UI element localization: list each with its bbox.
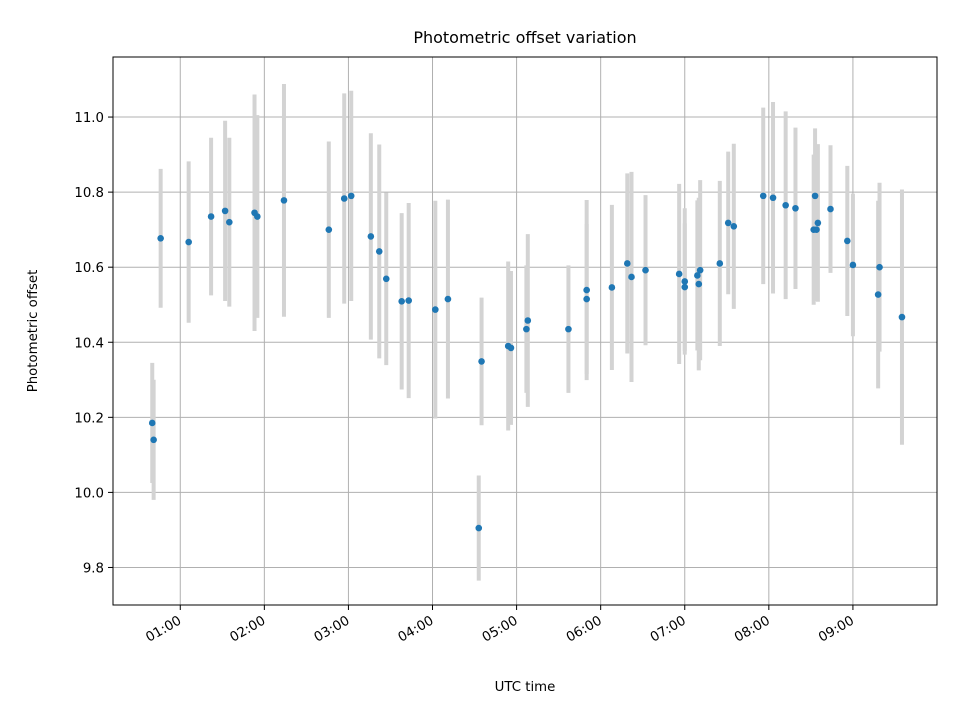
data-point: [628, 273, 635, 281]
data-point: [724, 219, 732, 227]
data-point: [769, 194, 777, 202]
data-point: [347, 192, 355, 200]
data-point: [148, 419, 156, 427]
y-axis-label: Photometric offset: [26, 270, 41, 393]
data-point: [157, 234, 164, 242]
data-point: [623, 260, 631, 267]
data-point: [642, 266, 649, 274]
data-point: [507, 344, 515, 352]
data-point: [681, 278, 689, 285]
data-point: [876, 263, 883, 271]
data-point: [185, 238, 192, 246]
data-point: [226, 218, 233, 226]
data-point: [221, 207, 229, 215]
chart-title: Photometric offset variation: [413, 28, 636, 47]
data-point: [398, 298, 405, 305]
data-point: [675, 270, 683, 278]
data-point: [367, 233, 375, 240]
data-point: [813, 226, 820, 233]
y-tick-label: 10.4: [74, 336, 104, 351]
data-point: [375, 248, 383, 255]
data-point: [583, 286, 590, 294]
y-tick-label: 10.0: [74, 486, 104, 501]
data-point: [523, 325, 530, 333]
data-point: [382, 275, 390, 283]
data-point: [716, 260, 724, 267]
y-tick-label: 10.6: [74, 261, 104, 276]
data-point: [280, 197, 288, 204]
plot-frame: [112, 56, 938, 606]
y-tick-label: 11.0: [74, 111, 104, 126]
data-point: [874, 291, 882, 298]
data-point: [898, 313, 906, 321]
data-point: [792, 204, 799, 212]
data-point: [254, 213, 261, 220]
data-point: [814, 219, 822, 227]
data-point: [475, 524, 483, 532]
data-point: [565, 325, 572, 333]
data-point: [759, 192, 767, 200]
data-point: [150, 436, 157, 444]
data-point: [405, 297, 412, 304]
data-point: [811, 192, 819, 200]
data-point: [478, 358, 485, 365]
data-point: [694, 272, 701, 279]
data-point: [827, 205, 834, 213]
data-point: [432, 306, 439, 313]
data-point: [207, 213, 215, 220]
data-point: [730, 222, 738, 230]
data-point: [844, 237, 851, 245]
point-layer: [148, 192, 906, 532]
y-tick-label: 10.8: [74, 186, 104, 201]
data-point: [782, 201, 789, 209]
y-tick-label: 10.2: [74, 411, 104, 426]
data-point: [695, 280, 703, 288]
data-point: [444, 295, 452, 303]
data-point: [340, 195, 348, 202]
data-point: [696, 266, 704, 274]
y-tick-label: 9.8: [83, 561, 104, 576]
data-point: [583, 295, 590, 303]
data-point: [681, 283, 689, 291]
data-point: [524, 317, 532, 324]
data-point: [849, 261, 857, 269]
data-point: [608, 284, 616, 291]
data-point: [325, 226, 333, 233]
x-axis-label: UTC time: [495, 680, 556, 695]
